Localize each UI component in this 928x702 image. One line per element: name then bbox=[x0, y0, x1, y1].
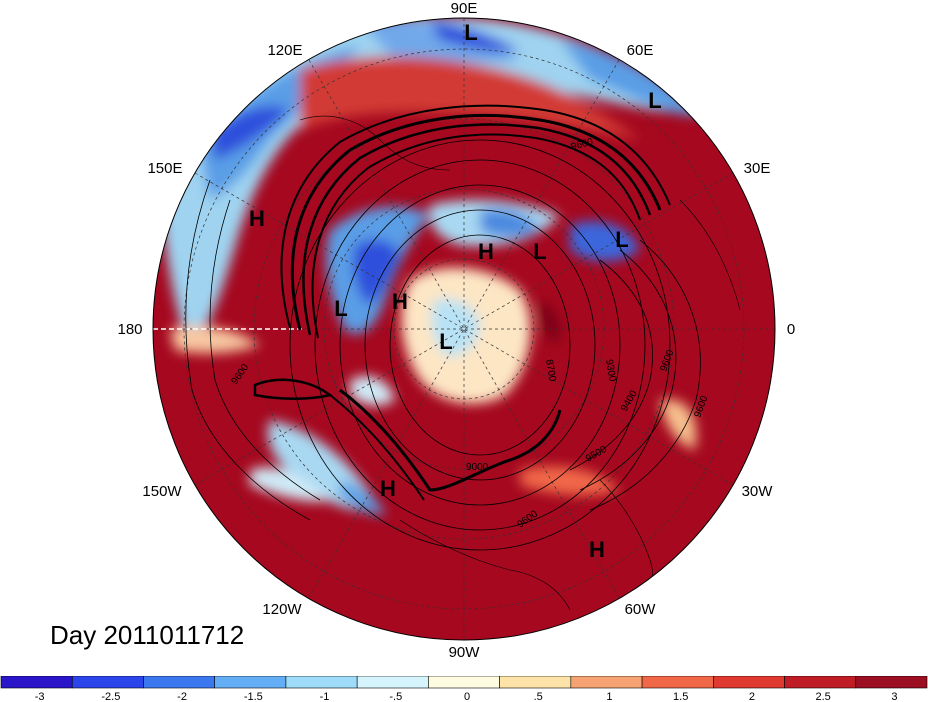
colorbar-swatch bbox=[143, 676, 215, 689]
height-contours bbox=[185, 104, 741, 621]
colorbar-tick-label: -3 bbox=[35, 691, 45, 702]
high-pressure-marker: H bbox=[478, 239, 494, 264]
colorbar-swatch bbox=[499, 676, 572, 689]
label-0: 0 bbox=[787, 321, 795, 338]
label-180: 180 bbox=[117, 321, 142, 338]
date-label: Day 2011011712 bbox=[50, 620, 245, 650]
low-pressure-marker: L bbox=[615, 227, 628, 252]
colorbar-swatch bbox=[713, 676, 785, 689]
colorbar-tick-label: -.5 bbox=[389, 691, 402, 702]
colorbar: -3 -2.5 -2 -1.5 -1 -.5 0 .5 1 1.5 2 2.5 3 bbox=[0, 676, 928, 702]
colorbar-swatch bbox=[855, 676, 928, 689]
contour-label: 9300 bbox=[603, 359, 618, 383]
contour-label: 8700 bbox=[543, 359, 558, 383]
label-30w: 30W bbox=[742, 483, 774, 500]
low-pressure-marker: L bbox=[533, 239, 546, 264]
low-pressure-marker: L bbox=[648, 88, 661, 113]
label-120e: 120E bbox=[267, 42, 302, 59]
label-120w: 120W bbox=[262, 601, 302, 618]
colorbar-tick-label: -2.5 bbox=[101, 691, 120, 702]
contour-label: 9000 bbox=[466, 462, 489, 473]
colorbar-tick-label: 2 bbox=[749, 691, 755, 702]
colorbar-tick-label: -2 bbox=[177, 691, 187, 702]
label-30e: 30E bbox=[744, 160, 771, 177]
colorbar-swatch bbox=[784, 676, 857, 689]
colorbar-tick-label: 1 bbox=[606, 691, 612, 702]
colorbar-tick-label: 0 bbox=[464, 691, 470, 702]
label-150e: 150E bbox=[147, 160, 182, 177]
high-pressure-marker: H bbox=[380, 476, 396, 501]
high-pressure-marker: H bbox=[392, 289, 408, 314]
label-60e: 60E bbox=[627, 42, 654, 59]
label-150w: 150W bbox=[142, 483, 182, 500]
colorbar-tick-label: 2.5 bbox=[816, 691, 831, 702]
longitude-labels: 90E 60E 30E 0 30W 60W 90W 120W 150W 180 … bbox=[117, 0, 795, 661]
colorbar-tick-label: .5 bbox=[534, 691, 543, 702]
colorbar-swatch bbox=[428, 676, 500, 689]
colorbar-swatch bbox=[356, 676, 429, 689]
colorbar-tick-label: 3 bbox=[891, 691, 897, 702]
colorbar-swatch bbox=[0, 676, 73, 689]
graticule bbox=[153, 18, 775, 640]
map-boundary bbox=[152, 17, 776, 641]
colorbar-tick-label: -1 bbox=[320, 691, 330, 702]
colorbar-boxes bbox=[0, 676, 928, 689]
colorbar-tick-label: -1.5 bbox=[244, 691, 263, 702]
colorbar-swatch bbox=[285, 676, 358, 689]
colorbar-swatch bbox=[71, 676, 144, 689]
high-pressure-marker: H bbox=[589, 537, 605, 562]
colorbar-labels: -3 -2.5 -2 -1.5 -1 -.5 0 .5 1 1.5 2 2.5 3 bbox=[35, 691, 898, 702]
colorbar-swatch bbox=[570, 676, 643, 689]
colorbar-swatch bbox=[641, 676, 714, 689]
label-60w: 60W bbox=[625, 601, 657, 618]
label-90e: 90E bbox=[451, 0, 478, 17]
low-pressure-marker: L bbox=[464, 20, 477, 45]
high-pressure-marker: H bbox=[249, 206, 265, 231]
colorbar-swatch bbox=[214, 676, 287, 689]
pressure-centers: L L H H L L L H L H H bbox=[249, 20, 662, 562]
low-pressure-marker: L bbox=[334, 296, 347, 321]
colorbar-tick-label: 1.5 bbox=[673, 691, 688, 702]
label-90w: 90W bbox=[449, 644, 481, 661]
temperature-anomaly-field bbox=[153, 18, 775, 640]
low-pressure-marker: L bbox=[439, 329, 452, 354]
